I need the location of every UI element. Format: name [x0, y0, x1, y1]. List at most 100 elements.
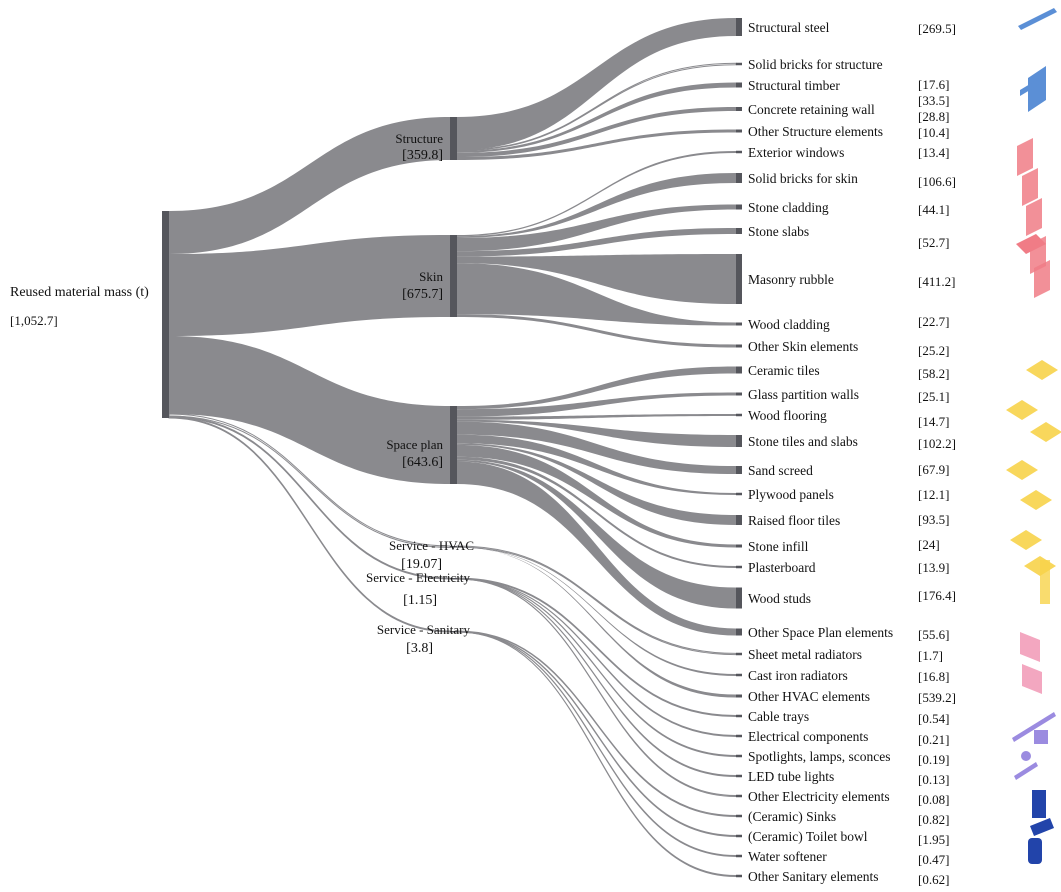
group-value-sanitary: [3.8] [406, 641, 433, 656]
target-name: Other Structure elements [748, 124, 883, 139]
target-value: [44.1] [918, 202, 949, 217]
node-target-12 [736, 366, 742, 374]
node-space [450, 406, 457, 484]
node-structure [450, 117, 457, 160]
node-target-9 [736, 254, 742, 304]
link-root-skin [169, 235, 450, 336]
target-value: [22.7] [918, 314, 949, 329]
link-space-19 [457, 444, 736, 548]
node-target-15 [736, 435, 742, 447]
target-name: Solid bricks for structure [748, 57, 883, 72]
group-label-space-plan: Space plan [386, 437, 443, 452]
node-target-5 [736, 150, 742, 154]
target-value: [176.4] [918, 588, 956, 603]
target-value: [0.62] [918, 872, 949, 887]
link-space-22 [457, 461, 736, 636]
target-name: Cable trays [748, 709, 809, 724]
link-hvac-25 [457, 547, 736, 698]
target-value: [106.6] [918, 174, 956, 189]
link-space-16 [457, 421, 736, 474]
node-target-19 [736, 544, 742, 548]
target-value: [28.8] [918, 109, 949, 124]
target-name: Structural steel [748, 20, 830, 35]
node-target-26 [736, 714, 742, 718]
target-name: Stone slabs [748, 224, 809, 239]
node-target-8 [736, 228, 742, 234]
node-target-10 [736, 322, 742, 326]
node-target-33 [736, 854, 742, 858]
node-sanit [450, 631, 457, 633]
target-name: Stone cladding [748, 200, 829, 215]
node-target-17 [736, 492, 742, 496]
target-name: Structural timber [748, 78, 840, 93]
target-value: [0.54] [918, 711, 949, 726]
node-target-6 [736, 173, 742, 183]
group-value-skin: [675.7] [402, 287, 443, 302]
target-name: Concrete retaining wall [748, 102, 875, 117]
link-skin-11 [457, 314, 736, 348]
target-value: [539.2] [918, 690, 956, 705]
node-target-24 [736, 673, 742, 677]
node-skin [450, 235, 457, 317]
link-skin-8 [457, 228, 736, 257]
link-space-20 [457, 456, 736, 568]
sankey-links [168, 18, 737, 878]
link-space-18 [457, 443, 736, 525]
target-value: [52.7] [918, 235, 949, 250]
link-space-21 [457, 459, 736, 609]
electricity-components-icon [1012, 712, 1056, 780]
target-name: Other HVAC elements [748, 689, 870, 704]
link-space-15 [457, 419, 736, 447]
node-target-28 [736, 754, 742, 758]
target-name: Other Sanitary elements [748, 869, 878, 884]
link-structure-0 [457, 18, 736, 151]
target-name: Ceramic tiles [748, 363, 820, 378]
link-hvac-24 [457, 547, 736, 676]
node-target-2 [736, 82, 742, 88]
link-structure-4 [457, 129, 736, 160]
target-value: [25.2] [918, 343, 949, 358]
target-value: [25.1] [918, 389, 949, 404]
target-name: Raised floor tiles [748, 513, 840, 528]
target-value: [17.6] [918, 77, 949, 92]
target-name: Sand screed [748, 463, 813, 478]
link-skin-7 [457, 204, 736, 252]
target-name: Spotlights, lamps, sconces [748, 749, 891, 764]
root-value: [1,052.7] [10, 313, 58, 328]
node-target-22 [736, 628, 742, 636]
node-target-16 [736, 466, 742, 474]
node-target-27 [736, 734, 742, 738]
node-target-7 [736, 204, 742, 210]
target-value: [269.5] [918, 21, 956, 36]
target-value: [0.13] [918, 772, 949, 787]
target-name: (Ceramic) Toilet bowl [748, 829, 868, 844]
group-label-hvac: Service - HVAC [389, 538, 474, 553]
target-name: Plasterboard [748, 560, 816, 575]
node-target-34 [736, 874, 742, 878]
target-value: [58.2] [918, 366, 949, 381]
target-labels: Structural steel Solid bricks for structu… [748, 20, 956, 887]
hvac-radiator-icon [1020, 632, 1042, 694]
target-value: [13.9] [918, 560, 949, 575]
target-name: Stone tiles and slabs [748, 434, 858, 449]
link-sanit-34 [456, 631, 737, 878]
target-value: [0.21] [918, 732, 949, 747]
node-target-4 [736, 129, 742, 133]
target-name: (Ceramic) Sinks [748, 809, 836, 824]
target-name: LED tube lights [748, 769, 834, 784]
node-target-32 [736, 834, 742, 838]
target-name: Other Skin elements [748, 339, 858, 354]
group-value-electricity: [1.15] [403, 593, 437, 608]
target-value: [16.8] [918, 669, 949, 684]
target-name: Glass partition walls [748, 387, 859, 402]
node-target-23 [736, 652, 742, 656]
link-space-17 [457, 434, 736, 495]
group-label-structure: Structure [395, 131, 443, 146]
link-skin-5 [457, 151, 736, 237]
target-value: [33.5] [918, 93, 949, 108]
structure-timber-icon [1020, 66, 1046, 112]
link-skin-10 [457, 263, 736, 326]
node-target-21 [736, 587, 742, 609]
target-value: [1.95] [918, 832, 949, 847]
